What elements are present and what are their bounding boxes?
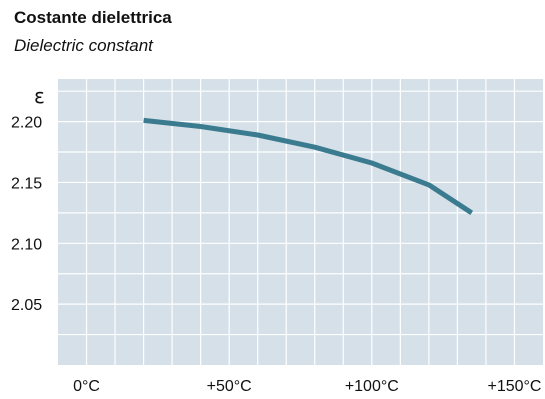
y-tick-label: 2.15 (11, 175, 42, 192)
y-tick-label: 2.10 (11, 236, 42, 253)
plot-area (58, 79, 543, 365)
chart-title: Costante dielettrica (14, 8, 172, 27)
x-tick-label: +100°C (345, 378, 399, 395)
x-tick-label: +50°C (207, 378, 252, 395)
series-line (143, 117, 474, 215)
x-tick-label: +150°C (487, 378, 541, 395)
tick-labels: 0°C +50°C +100°C +150°C 2.20 2.15 2.10 2.05 (11, 115, 541, 395)
grid-lines (58, 79, 543, 365)
y-tick-label: 2.20 (11, 115, 42, 132)
chart-subtitle: Dielectric constant (14, 36, 153, 55)
y-tick-label: 2.05 (11, 297, 42, 314)
x-tick-label: 0°C (73, 378, 100, 395)
series-layer (143, 117, 474, 215)
y-axis-label: ε (34, 84, 45, 108)
